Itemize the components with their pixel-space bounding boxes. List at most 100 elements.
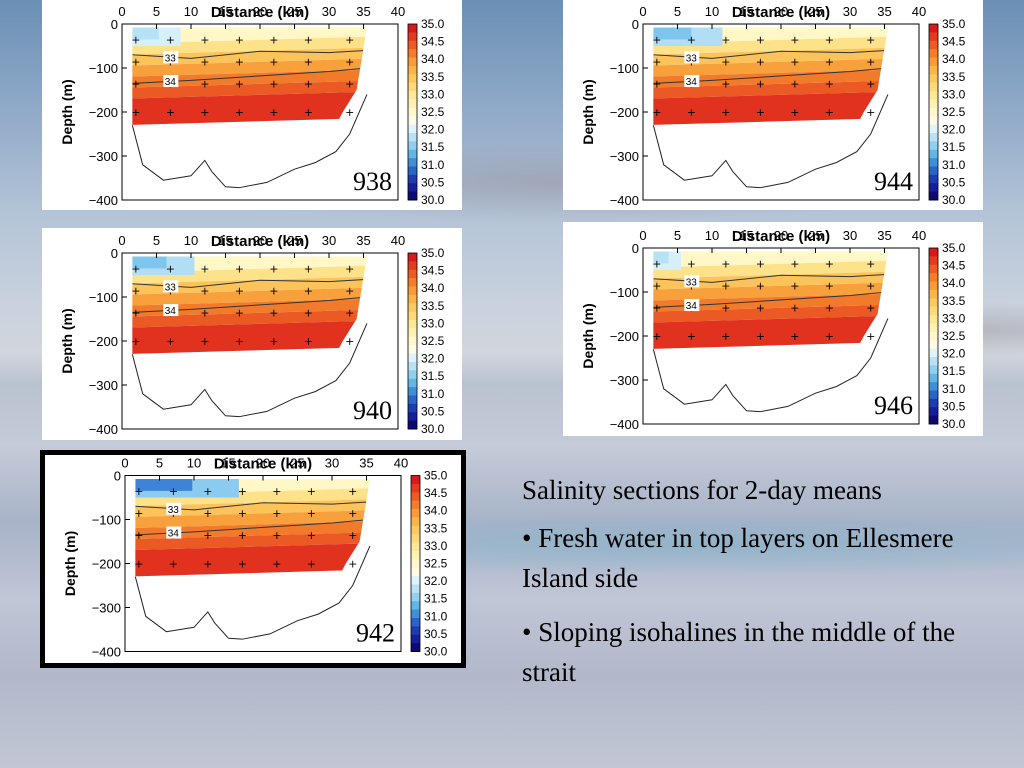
salinity-band [132,27,367,44]
fresh-water-core [135,479,193,491]
colorbar-label: 32.0 [424,574,448,588]
station-marker: + [269,262,278,275]
colorbar-swatch [411,550,420,560]
y-tick-label: −200 [610,105,639,120]
station-marker: + [348,529,357,542]
x-tick-label: 30 [843,228,857,243]
station-marker: + [134,507,143,520]
colorbar-swatch [408,370,417,380]
colorbar-swatch [408,320,417,329]
station-marker: + [825,279,834,292]
station-marker: + [269,284,278,297]
x-tick-label: 0 [118,233,125,248]
colorbar-swatch [408,116,417,126]
station-marker: + [131,284,140,297]
colorbar-swatch [408,107,417,117]
station-marker: + [307,485,316,498]
station-marker: + [272,507,281,520]
colorbar-swatch [408,278,417,288]
colorbar-label: 33.0 [942,87,966,101]
colorbar-swatch [929,82,938,92]
station-marker: + [131,262,140,275]
panel-number: 938 [353,167,392,196]
salinity-band [132,319,367,355]
x-tick-label: 15 [218,233,232,248]
station-marker: + [652,55,661,68]
colorbar-swatch [408,303,417,313]
station-marker: + [721,33,730,46]
station-marker: + [345,335,354,348]
colorbar-swatch [408,91,417,100]
colorbar-label: 34.5 [424,486,448,500]
station-marker: + [200,77,209,90]
salinity-section-942: Distance (km) Depth (m) + + + + + + + + + + + + + + + + + +… [45,455,456,658]
colorbar-swatch [929,174,938,184]
x-tick-label: 0 [639,4,646,19]
colorbar-label: 35.0 [421,246,445,260]
salinity-band [132,35,367,55]
colorbar-swatch [408,132,417,142]
colorbar-label: 31.5 [424,592,448,606]
chart-title: Distance (km) [211,233,309,250]
colorbar-swatch [411,492,420,502]
salinity-band [653,251,888,268]
station-marker: + [825,106,834,119]
colorbar-swatch [408,420,417,430]
colorbar-swatch [929,315,938,324]
x-tick-label: 20 [253,4,267,19]
x-tick-label: 0 [639,228,646,243]
station-marker: + [345,306,354,319]
station-marker: + [687,330,696,343]
station-marker: + [304,55,313,68]
station-marker: + [790,330,799,343]
salinity-band [132,308,367,328]
colorbar-swatch [929,124,938,134]
salinity-band [653,281,888,301]
station-marker: + [721,279,730,292]
colorbar-swatch [408,361,417,371]
station-marker: + [269,335,278,348]
station-marker: + [790,33,799,46]
colorbar-swatch [411,475,420,485]
colorbar-swatch [408,191,417,201]
salinity-band [653,90,888,126]
colorbar-label: 34.5 [942,35,966,49]
chart-title: Distance (km) [211,4,309,21]
x-tick-label: 15 [221,456,235,471]
station-marker: + [687,33,696,46]
station-marker: + [756,257,765,270]
slide-caption: Salinity sections for 2-day means • Fres… [522,470,1002,706]
station-marker: + [269,106,278,119]
colorbar-swatch [929,107,938,117]
salinity-band [132,264,367,284]
colorbar-swatch [929,57,938,67]
y-tick-label: 0 [114,469,121,484]
station-marker: + [304,306,313,319]
station-marker: + [345,284,354,297]
station-marker: + [169,485,178,498]
y-tick-label: 0 [632,17,639,32]
station-marker: + [200,284,209,297]
station-marker: + [200,33,209,46]
colorbar-label: 30.0 [942,417,966,431]
station-marker: + [134,558,143,571]
station-marker: + [825,330,834,343]
colorbar-swatch [929,348,938,358]
x-tick-label: 25 [287,4,301,19]
colorbar-label: 35.0 [421,17,445,31]
colorbar-label: 32.5 [942,105,966,119]
y-tick-label: −300 [610,149,639,164]
station-marker: + [131,33,140,46]
salinity-band [132,57,367,77]
station-marker: + [652,257,661,270]
colorbar-swatch [408,141,417,151]
x-tick-label: 30 [322,4,336,19]
colorbar-swatch [411,634,420,644]
y-axis-label: Depth (m) [59,308,75,373]
station-marker: + [166,262,175,275]
x-tick-label: 5 [156,456,163,471]
station-marker: + [235,77,244,90]
colorbar-swatch [929,149,938,159]
contour-label-bg [163,304,179,317]
y-tick-label: 0 [111,246,118,261]
